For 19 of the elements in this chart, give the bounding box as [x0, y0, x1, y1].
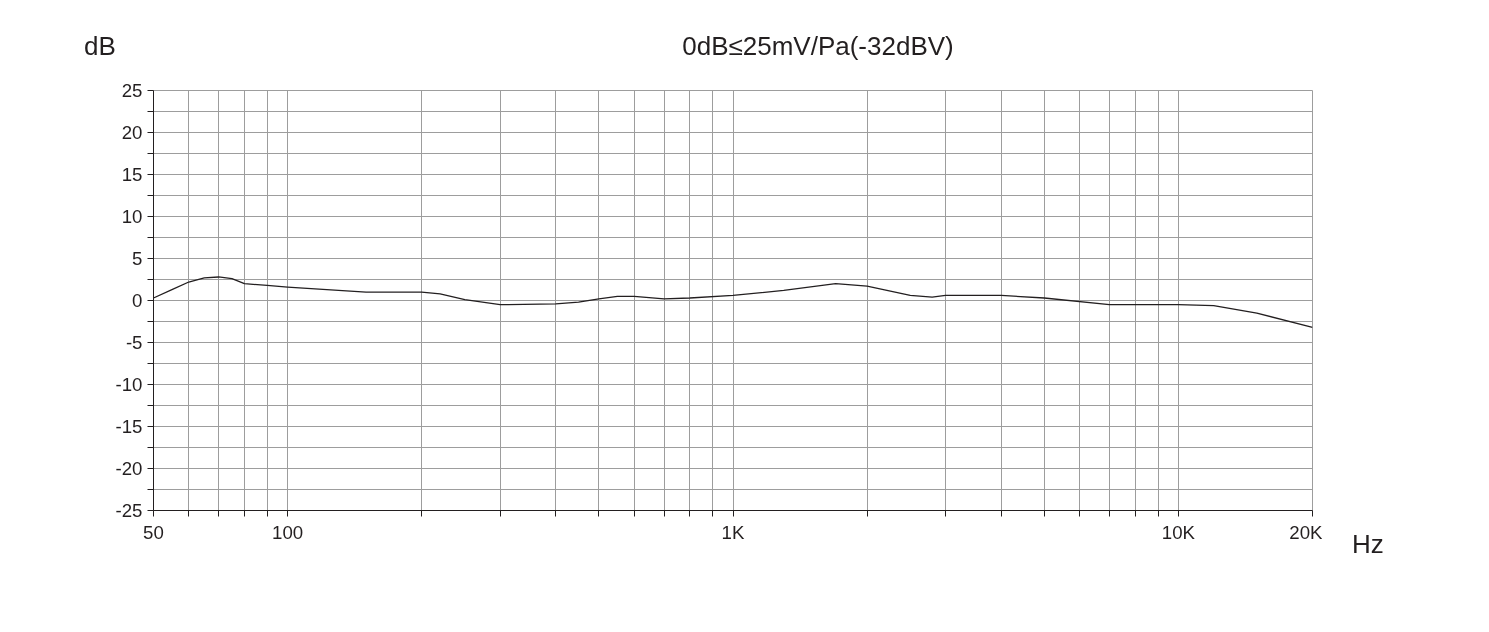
- y-tick-label: -25: [115, 500, 143, 521]
- x-tick-label: 1K: [721, 521, 745, 543]
- y-tick-label: 5: [132, 248, 143, 269]
- y-tick-label: -5: [125, 332, 143, 353]
- y-tick-label: 25: [121, 80, 143, 101]
- x-tick-label: 100: [272, 521, 304, 543]
- x-tick-label: 10K: [1161, 521, 1196, 543]
- chart-title: 0dB≤25mV/Pa(-32dBV): [682, 30, 954, 63]
- x-tick-label: 20K: [1289, 521, 1324, 543]
- y-axis-title: dB: [84, 30, 116, 63]
- y-tick-label: -10: [115, 374, 143, 395]
- y-tick-label: 15: [121, 164, 143, 185]
- y-tick-label: -15: [115, 416, 143, 437]
- y-tick-label: -20: [115, 458, 143, 479]
- y-tick-label: 0: [132, 290, 143, 311]
- x-axis-title: Hz: [1352, 528, 1384, 561]
- y-tick-label: 20: [121, 122, 143, 143]
- y-tick-label: 10: [121, 206, 143, 227]
- x-tick-label: 50: [143, 521, 164, 543]
